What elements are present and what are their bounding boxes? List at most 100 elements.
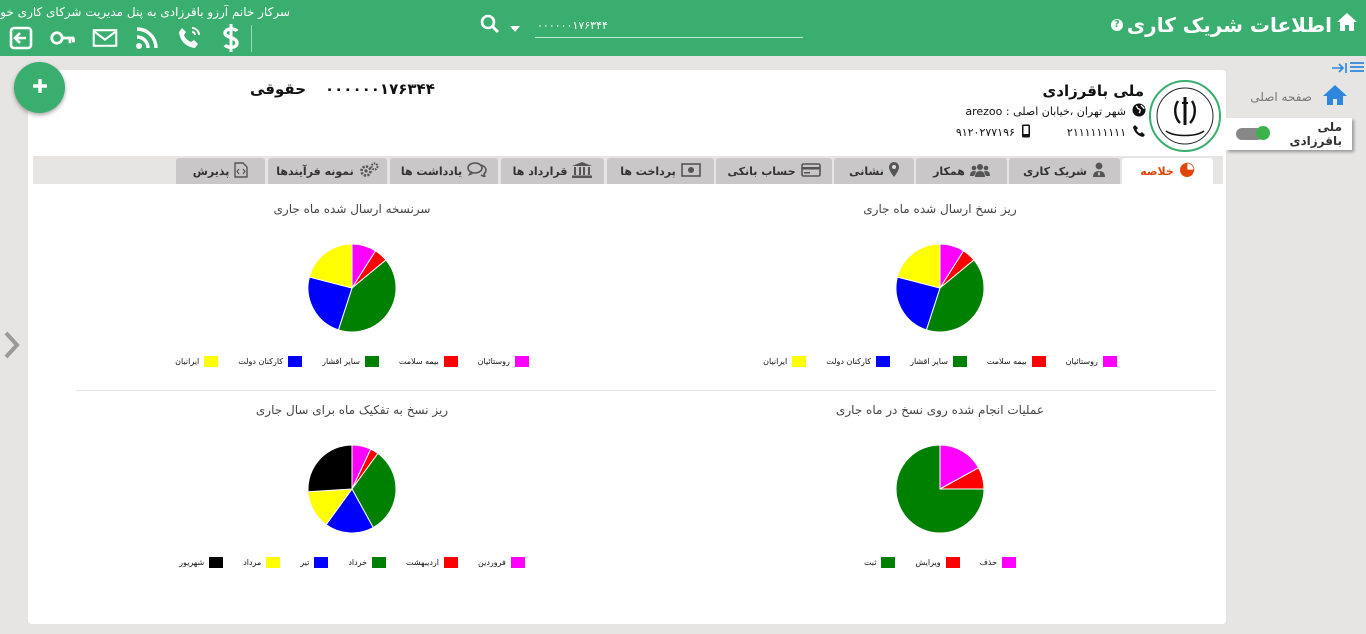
pie-slice-2[interactable] xyxy=(895,444,985,534)
legend-item[interactable]: کارکنان دولت xyxy=(238,356,303,367)
tab-notes[interactable]: یادداشت ها xyxy=(390,158,498,184)
legend-item[interactable]: سایر اقشار xyxy=(322,356,379,367)
welcome-message: سرکار خانم آرزو باقرزادی به پنل مدیریت ش… xyxy=(0,5,290,19)
dollar-icon[interactable] xyxy=(218,24,244,52)
pie-chart[interactable] xyxy=(302,238,402,338)
legend-item[interactable]: ثبت xyxy=(864,557,896,568)
help-icon[interactable]: ? xyxy=(1110,18,1123,31)
partner-address: شهر تهران ،خیابان اصلی : arezoo xyxy=(965,105,1126,118)
tab-label: پذیرش xyxy=(192,164,230,178)
tab-contracts[interactable]: قرارداد ها xyxy=(501,158,604,184)
user-toggle[interactable] xyxy=(1236,126,1271,140)
users-icon xyxy=(969,163,990,180)
map-marker-icon xyxy=(888,162,899,180)
phone-icon xyxy=(1132,124,1146,141)
legend-label: ایرانیان xyxy=(763,357,788,366)
legend-swatch xyxy=(514,356,529,367)
legend-swatch xyxy=(1102,356,1117,367)
page-title: اطلاعات شریک کاری ? xyxy=(1110,12,1358,37)
legend-item[interactable]: بیمه سلامت xyxy=(399,356,458,367)
legend-item[interactable]: اردیبهشت xyxy=(406,557,458,568)
tab-payments[interactable]: پرداخت ها xyxy=(607,158,714,184)
pie-slice-3[interactable] xyxy=(307,276,353,331)
legend-item[interactable]: روستائیان xyxy=(1066,356,1117,367)
pie-slice-2[interactable] xyxy=(351,452,397,529)
pie-slice-3[interactable] xyxy=(895,276,941,331)
phone-icon[interactable] xyxy=(176,25,202,51)
legend-swatch xyxy=(314,557,329,568)
mail-icon[interactable] xyxy=(92,25,118,51)
legend-item[interactable]: تیر xyxy=(300,557,329,568)
legend-item[interactable]: سایر اقشار xyxy=(910,356,967,367)
sidebar-item-user[interactable]: ملی باقرزادی xyxy=(1226,118,1352,150)
key-icon[interactable] xyxy=(50,25,76,51)
exit-icon[interactable] xyxy=(8,25,34,51)
legend-swatch xyxy=(881,557,896,568)
tab-label: نمونه فرآیندها xyxy=(276,164,354,178)
legend-swatch xyxy=(266,557,281,568)
gears-icon xyxy=(359,162,379,181)
pie-slice-4[interactable] xyxy=(308,243,353,289)
pie-slice-2[interactable] xyxy=(925,259,985,333)
rss-icon[interactable] xyxy=(134,25,160,51)
search-dropdown-caret-icon[interactable] xyxy=(510,17,520,36)
legend-item[interactable]: شهریور xyxy=(179,557,224,568)
home-icon[interactable] xyxy=(1336,12,1358,37)
tab-partner[interactable]: شریک کاری xyxy=(1009,158,1120,184)
tab-label: حساب بانکی xyxy=(727,164,796,178)
chart-card: سرنسخه ارسال شده ماه جاری روستائیان بیمه … xyxy=(76,190,628,391)
legend-label: شهریور xyxy=(179,558,205,567)
header-toolbar xyxy=(8,24,244,52)
chevron-left-icon[interactable] xyxy=(2,330,20,364)
legend-item[interactable]: حذف xyxy=(979,557,1017,568)
plus-icon xyxy=(32,78,48,98)
add-button[interactable] xyxy=(14,62,65,113)
tab-label: قرارداد ها xyxy=(512,164,568,178)
tab-process-samples[interactable]: نمونه فرآیندها xyxy=(268,158,387,184)
pie-slice-5[interactable] xyxy=(307,444,353,493)
sidebar-item-home[interactable]: صفحه اصلی xyxy=(1250,84,1348,110)
legend-label: کارکنان دولت xyxy=(826,357,872,366)
partner-phone-row: ۲۱۱۱۱۱۱۱۱۱ ۹۱۲۰۲۷۷۱۹۶ xyxy=(956,124,1146,141)
pie-chart[interactable] xyxy=(302,439,402,539)
pie-slice-3[interactable] xyxy=(325,488,374,534)
legend-item[interactable]: ویرایش xyxy=(915,557,960,568)
search-icon[interactable] xyxy=(480,14,500,38)
legend-swatch xyxy=(876,356,891,367)
legend-label: حذف xyxy=(979,558,998,567)
pie-slice-2[interactable] xyxy=(337,259,397,333)
pie-chart[interactable] xyxy=(890,238,990,338)
tab-address[interactable]: نشانی xyxy=(834,158,914,184)
legend-item[interactable]: روستائیان xyxy=(478,356,529,367)
legend-item[interactable]: خرداد xyxy=(348,557,387,568)
chart-title: سرنسخه ارسال شده ماه جاری xyxy=(273,202,431,216)
home-icon xyxy=(1322,84,1348,110)
sidebar-collapse-control[interactable] xyxy=(1332,58,1364,77)
legend-label: روستائیان xyxy=(477,357,510,366)
legend-item[interactable]: کارکنان دولت xyxy=(826,356,891,367)
top-header: سرکار خانم آرزو باقرزادی به پنل مدیریت ش… xyxy=(0,0,1366,56)
legend-swatch xyxy=(204,356,219,367)
chart-divider xyxy=(76,390,1216,391)
mobile-icon xyxy=(1021,124,1031,141)
credit-card-icon xyxy=(800,162,821,180)
pie-chart[interactable] xyxy=(890,439,990,539)
comments-icon xyxy=(467,162,487,180)
pie-slice-0[interactable] xyxy=(939,444,980,490)
tab-summary[interactable]: خلاصه xyxy=(1122,158,1213,184)
chart-card: ریز نسخ ارسال شده ماه جاری روستائیان بیمه… xyxy=(664,190,1216,391)
legend-item[interactable]: بیمه سلامت xyxy=(987,356,1046,367)
legend-item[interactable]: مرداد xyxy=(243,557,281,568)
tab-label: پرداخت ها xyxy=(620,164,676,178)
tab-colleague[interactable]: همکار xyxy=(916,158,1007,184)
legend-swatch xyxy=(1031,356,1046,367)
legend-item[interactable]: ایرانیان xyxy=(763,356,807,367)
pie-slice-4[interactable] xyxy=(896,243,941,289)
legend-swatch xyxy=(372,557,387,568)
tab-bank-account[interactable]: حساب بانکی xyxy=(716,158,832,184)
chart-legend: فروردین اردیبهشت خرداد تیر مرداد شهریور xyxy=(76,557,628,568)
search-input[interactable] xyxy=(535,14,803,38)
tab-admission[interactable]: پذیرش xyxy=(176,158,265,184)
legend-item[interactable]: فروردین xyxy=(478,557,525,568)
legend-item[interactable]: ایرانیان xyxy=(175,356,219,367)
